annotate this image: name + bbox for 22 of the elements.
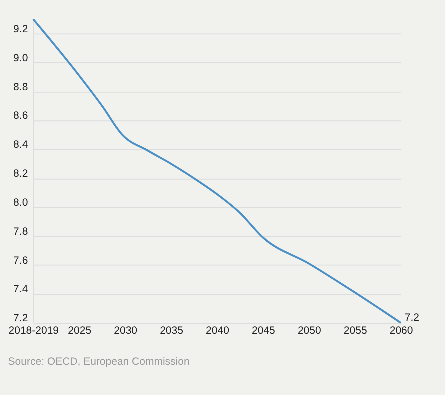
- x-tick-label: 2025: [68, 325, 92, 338]
- y-tick-label: 7.4: [14, 284, 28, 296]
- x-tick-label: 2050: [298, 325, 322, 338]
- x-tick-label: 2035: [160, 325, 184, 338]
- y-tick-label: 9.0: [14, 52, 28, 64]
- y-tick-label: 7.2: [14, 312, 28, 325]
- annotation: 7.2: [404, 312, 420, 324]
- y-tick-label: 7.6: [14, 254, 28, 267]
- y-tick-label: 8.0: [14, 196, 28, 209]
- y-tick-label: 8.8: [14, 81, 28, 94]
- x-tick-label: 2045: [252, 325, 276, 338]
- y-tick-label: 8.2: [14, 168, 28, 180]
- x-tick-label: 2030: [114, 325, 138, 338]
- x-tick-label: 2018-2019: [8, 325, 60, 338]
- x-tick-label: 2040: [206, 325, 230, 338]
- y-tick-label: 9.2: [14, 23, 28, 36]
- x-tick-label: 2060: [390, 325, 414, 338]
- x-tick-label: 2055: [344, 325, 368, 338]
- y-tick-label: 8.4: [14, 139, 28, 152]
- source-note: Source: OECD, European Commission: [8, 356, 190, 368]
- y-tick-label: 8.6: [14, 110, 28, 122]
- y-tick-label: 7.8: [14, 226, 28, 238]
